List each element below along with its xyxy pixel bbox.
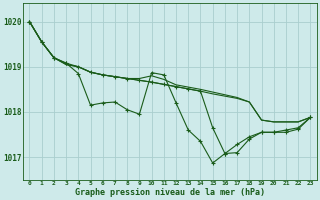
X-axis label: Graphe pression niveau de la mer (hPa): Graphe pression niveau de la mer (hPa) (75, 188, 265, 197)
